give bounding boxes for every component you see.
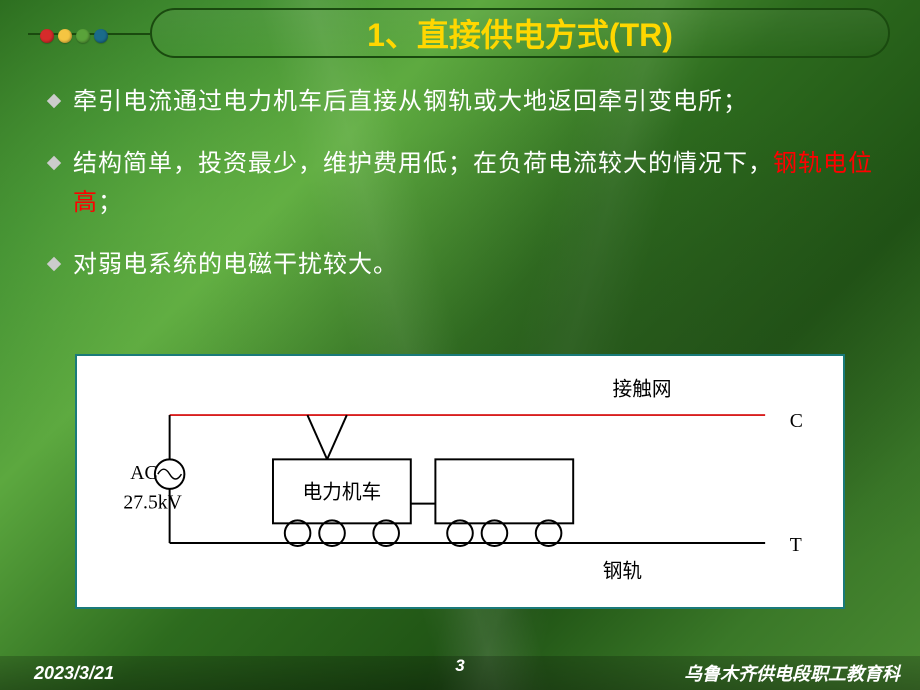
content-area: 牵引电流通过电力机车后直接从钢轨或大地返回牵引变电所； 结构简单，投资最少，维护…	[45, 82, 875, 306]
title-frame: 1、直接供电方式(TR)	[150, 8, 890, 58]
dot-red	[40, 29, 54, 43]
dot-green	[76, 29, 90, 43]
label-contact: 接触网	[613, 378, 672, 400]
label-rail: 钢轨	[603, 560, 642, 582]
diamond-bullet-icon	[45, 92, 63, 110]
bullet-item: 对弱电系统的电磁干扰较大。	[45, 245, 875, 285]
label-C: C	[790, 410, 803, 432]
bullet-text: 牵引电流通过电力机车后直接从钢轨或大地返回牵引变电所；	[73, 82, 875, 122]
tr-supply-diagram: 接触网 钢轨 电力机车 AC 27.5kV C T	[75, 354, 845, 609]
bullet-item: 结构简单，投资最少，维护费用低；在负荷电流较大的情况下，钢轨电位高；	[45, 144, 875, 223]
label-T: T	[790, 534, 802, 556]
footer-date: 2023/3/21	[34, 663, 114, 684]
diamond-bullet-icon	[45, 154, 63, 172]
sine-wave-icon	[158, 469, 182, 479]
bullet-text: 对弱电系统的电磁干扰较大。	[73, 245, 875, 285]
dot-yellow	[58, 29, 72, 43]
footer-page-number: 3	[455, 656, 464, 676]
label-voltage: 27.5kV	[123, 492, 181, 514]
bullet-text: 结构简单，投资最少，维护费用低；在负荷电流较大的情况下，钢轨电位高；	[73, 144, 875, 223]
bullet-item: 牵引电流通过电力机车后直接从钢轨或大地返回牵引变电所；	[45, 82, 875, 122]
dot-blue	[94, 29, 108, 43]
label-ac: AC	[130, 462, 157, 484]
footer-organization: 乌鲁木齐供电段职工教育科	[684, 660, 900, 686]
trailer-body	[435, 459, 573, 523]
pantograph-left	[307, 415, 327, 459]
decorative-dots	[40, 29, 108, 43]
diamond-bullet-icon	[45, 255, 63, 273]
pantograph-right	[327, 415, 347, 459]
footer-bar: 2023/3/21 3 乌鲁木齐供电段职工教育科	[0, 656, 920, 690]
label-loco: 电力机车	[303, 482, 382, 504]
slide-title: 1、直接供电方式(TR)	[367, 10, 673, 56]
